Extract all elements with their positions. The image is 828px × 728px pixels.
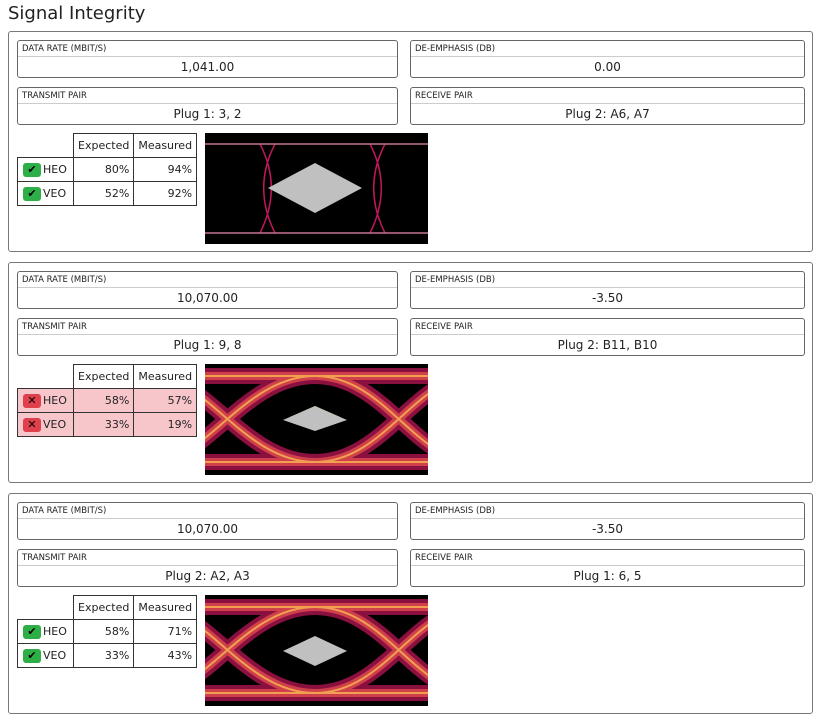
data-rate-label: DATA RATE (MBIT/S) <box>18 41 397 57</box>
data-rate-value: 10,070.00 <box>176 291 239 305</box>
metric-name: HEO <box>43 624 67 638</box>
de-emphasis-label: DE-EMPHASIS (DB) <box>411 41 804 57</box>
transmit-pair-field: TRANSMIT PAIR Plug 1: 9, 8 <box>17 318 398 356</box>
de-emphasis-value: 0.00 <box>594 60 621 74</box>
data-rate-value: 10,070.00 <box>176 522 239 536</box>
measured-value: 71% <box>133 619 198 644</box>
table-row-veo: ✕ VEO 33% 19% <box>17 412 198 437</box>
table-row-veo: ✔ VEO 33% 43% <box>17 643 198 668</box>
expected-value: 52% <box>72 181 135 206</box>
expected-value: 58% <box>72 619 135 644</box>
receive-pair-value: Plug 2: B11, B10 <box>557 338 658 352</box>
check-icon: ✔ <box>23 624 41 639</box>
eye-diagram <box>205 133 428 244</box>
de-emphasis-label: DE-EMPHASIS (DB) <box>411 272 804 288</box>
check-icon: ✔ <box>23 648 41 663</box>
transmit-pair-field: TRANSMIT PAIR Plug 2: A2, A3 <box>17 549 398 587</box>
check-icon: ✔ <box>23 186 41 201</box>
data-rate-field: DATA RATE (MBIT/S) 10,070.00 <box>17 502 398 540</box>
transmit-pair-label: TRANSMIT PAIR <box>18 550 397 566</box>
eye-diagram <box>205 364 428 475</box>
transmit-pair-value: Plug 2: A2, A3 <box>165 569 250 583</box>
expected-value: 33% <box>72 643 135 668</box>
eye-opening-table: Expected Measured ✕ HEO 58% 57% ✕ VEO 33% 1… <box>17 364 198 437</box>
transmit-pair-field: TRANSMIT PAIR Plug 1: 3, 2 <box>17 87 398 125</box>
transmit-pair-label: TRANSMIT PAIR <box>18 88 397 104</box>
de-emphasis-field: DE-EMPHASIS (DB) -3.50 <box>410 271 805 309</box>
metric-name: VEO <box>43 417 67 431</box>
eye-opening-table: Expected Measured ✔ HEO 58% 71% ✔ VEO 33% 4… <box>17 595 198 668</box>
receive-pair-value: Plug 2: A6, A7 <box>565 107 650 121</box>
expected-value: 80% <box>72 157 135 182</box>
de-emphasis-field: DE-EMPHASIS (DB) 0.00 <box>410 40 805 78</box>
receive-pair-field: RECEIVE PAIR Plug 2: A6, A7 <box>410 87 805 125</box>
transmit-pair-value: Plug 1: 9, 8 <box>173 338 242 352</box>
signal-panel: DATA RATE (MBIT/S) 10,070.00 DE-EMPHASIS (… <box>8 493 813 714</box>
x-icon: ✕ <box>23 417 41 432</box>
transmit-pair-label: TRANSMIT PAIR <box>18 319 397 335</box>
metric-name: VEO <box>43 648 67 662</box>
measured-header: Measured <box>133 364 198 389</box>
table-row-heo: ✔ HEO 80% 94% <box>17 157 198 182</box>
data-rate-field: DATA RATE (MBIT/S) 1,041.00 <box>17 40 398 78</box>
eye-opening-table: Expected Measured ✔ HEO 80% 94% ✔ VEO 52% 9… <box>17 133 198 206</box>
receive-pair-field: RECEIVE PAIR Plug 1: 6, 5 <box>410 549 805 587</box>
expected-header: Expected <box>72 133 135 158</box>
signal-panel: DATA RATE (MBIT/S) 10,070.00 DE-EMPHASIS (… <box>8 262 813 483</box>
signal-panel: DATA RATE (MBIT/S) 1,041.00 DE-EMPHASIS (D… <box>8 31 813 252</box>
measured-header: Measured <box>133 133 198 158</box>
table-row-veo: ✔ VEO 52% 92% <box>17 181 198 206</box>
de-emphasis-field: DE-EMPHASIS (DB) -3.50 <box>410 502 805 540</box>
expected-header: Expected <box>72 595 135 620</box>
metric-name: VEO <box>43 186 67 200</box>
eye-diagram <box>205 595 428 706</box>
table-row-heo: ✔ HEO 58% 71% <box>17 619 198 644</box>
measured-header: Measured <box>133 595 198 620</box>
data-rate-label: DATA RATE (MBIT/S) <box>18 272 397 288</box>
de-emphasis-value: -3.50 <box>591 291 624 305</box>
receive-pair-field: RECEIVE PAIR Plug 2: B11, B10 <box>410 318 805 356</box>
expected-value: 58% <box>72 388 135 413</box>
de-emphasis-value: -3.50 <box>591 522 624 536</box>
expected-header: Expected <box>72 364 135 389</box>
page-title: Signal Integrity <box>8 3 146 24</box>
receive-pair-label: RECEIVE PAIR <box>411 550 804 566</box>
transmit-pair-value: Plug 1: 3, 2 <box>173 107 242 121</box>
measured-value: 94% <box>133 157 198 182</box>
measured-value: 43% <box>133 643 198 668</box>
data-rate-value: 1,041.00 <box>180 60 235 74</box>
receive-pair-label: RECEIVE PAIR <box>411 88 804 104</box>
data-rate-field: DATA RATE (MBIT/S) 10,070.00 <box>17 271 398 309</box>
measured-value: 92% <box>133 181 198 206</box>
receive-pair-value: Plug 1: 6, 5 <box>573 569 642 583</box>
check-icon: ✔ <box>23 162 41 177</box>
x-icon: ✕ <box>23 393 41 408</box>
table-row-heo: ✕ HEO 58% 57% <box>17 388 198 413</box>
data-rate-label: DATA RATE (MBIT/S) <box>18 503 397 519</box>
metric-name: HEO <box>43 162 67 176</box>
expected-value: 33% <box>72 412 135 437</box>
measured-value: 19% <box>133 412 198 437</box>
receive-pair-label: RECEIVE PAIR <box>411 319 804 335</box>
metric-name: HEO <box>43 393 67 407</box>
measured-value: 57% <box>133 388 198 413</box>
de-emphasis-label: DE-EMPHASIS (DB) <box>411 503 804 519</box>
